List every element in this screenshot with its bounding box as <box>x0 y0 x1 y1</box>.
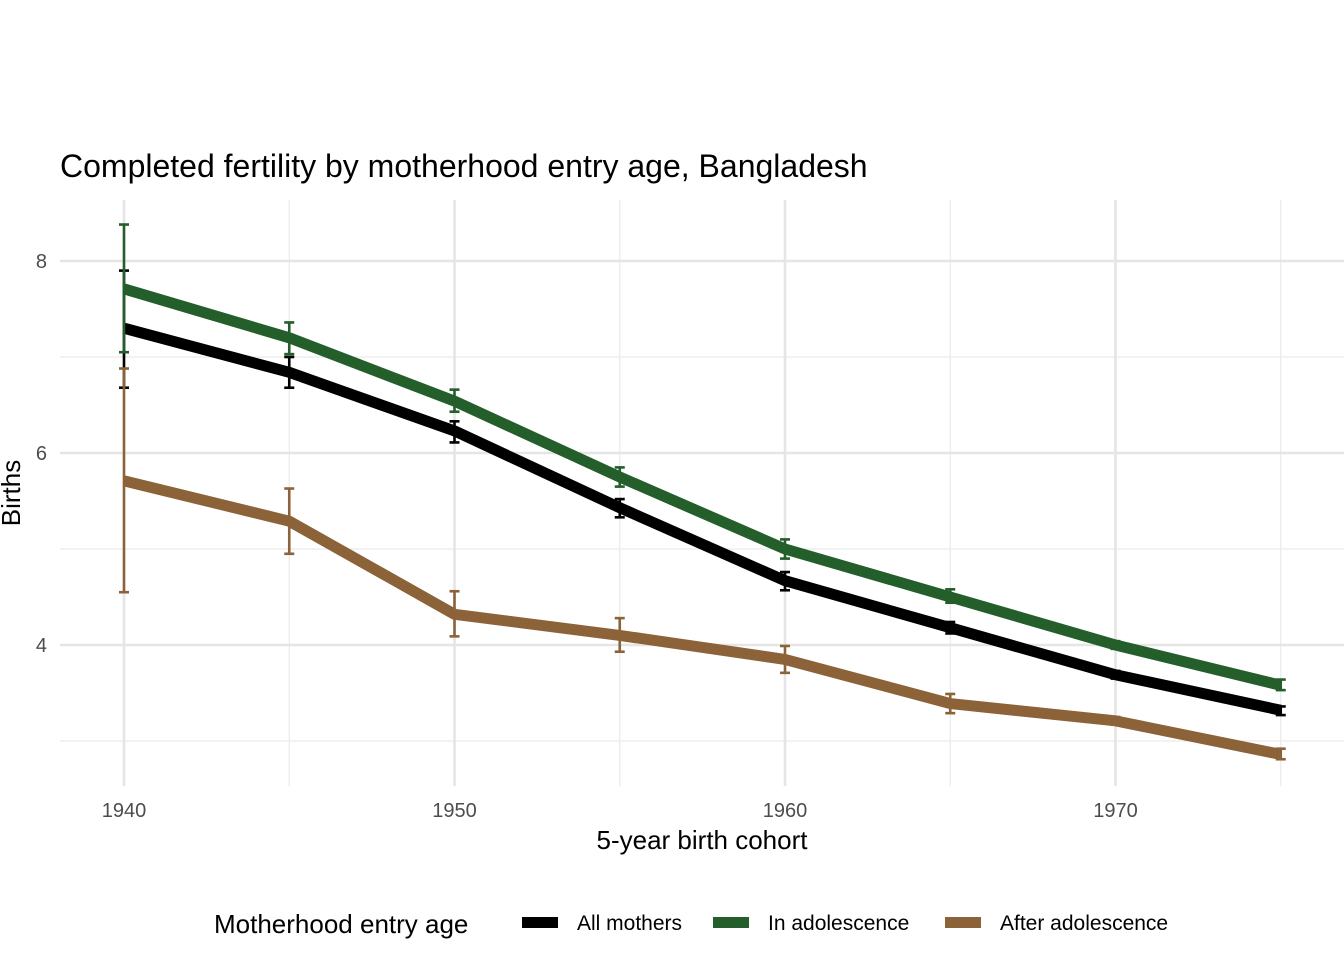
chart-title: Completed fertility by motherhood entry … <box>60 148 868 184</box>
x-tick-label: 1970 <box>1093 800 1138 822</box>
legend-item: After adolescence <box>945 912 1168 935</box>
legend-key <box>522 917 558 928</box>
series-layer <box>119 223 1286 761</box>
x-tick-label: 1960 <box>763 800 808 822</box>
gridlines <box>60 200 1344 786</box>
legend-label: All mothers <box>577 912 682 935</box>
legend-key <box>945 917 981 928</box>
series-line <box>122 283 1283 691</box>
series-in-adolescence <box>119 223 1286 692</box>
y-tick-label: 6 <box>36 443 47 465</box>
legend: Motherhood entry age All mothers In adole… <box>214 909 1168 939</box>
legend-item: All mothers <box>522 912 682 935</box>
legend-key <box>713 917 749 928</box>
error-bar <box>119 223 129 354</box>
legend-title: Motherhood entry age <box>214 909 468 939</box>
legend-item: In adolescence <box>713 912 909 935</box>
error-bar <box>119 367 129 594</box>
series-line <box>122 322 1282 716</box>
series-line <box>122 475 1282 760</box>
axis-ticks: 4 6 8 1940 1950 1960 1970 <box>36 251 1138 822</box>
y-axis-title: Births <box>0 460 26 526</box>
y-tick-label: 4 <box>36 635 47 657</box>
x-tick-label: 1940 <box>102 800 147 822</box>
series-after-adolescence <box>119 367 1286 761</box>
legend-label: In adolescence <box>768 912 909 935</box>
legend-label: After adolescence <box>1000 912 1168 935</box>
x-axis-title: 5-year birth cohort <box>597 825 809 855</box>
y-tick-label: 8 <box>36 251 47 273</box>
x-tick-label: 1950 <box>432 800 477 822</box>
